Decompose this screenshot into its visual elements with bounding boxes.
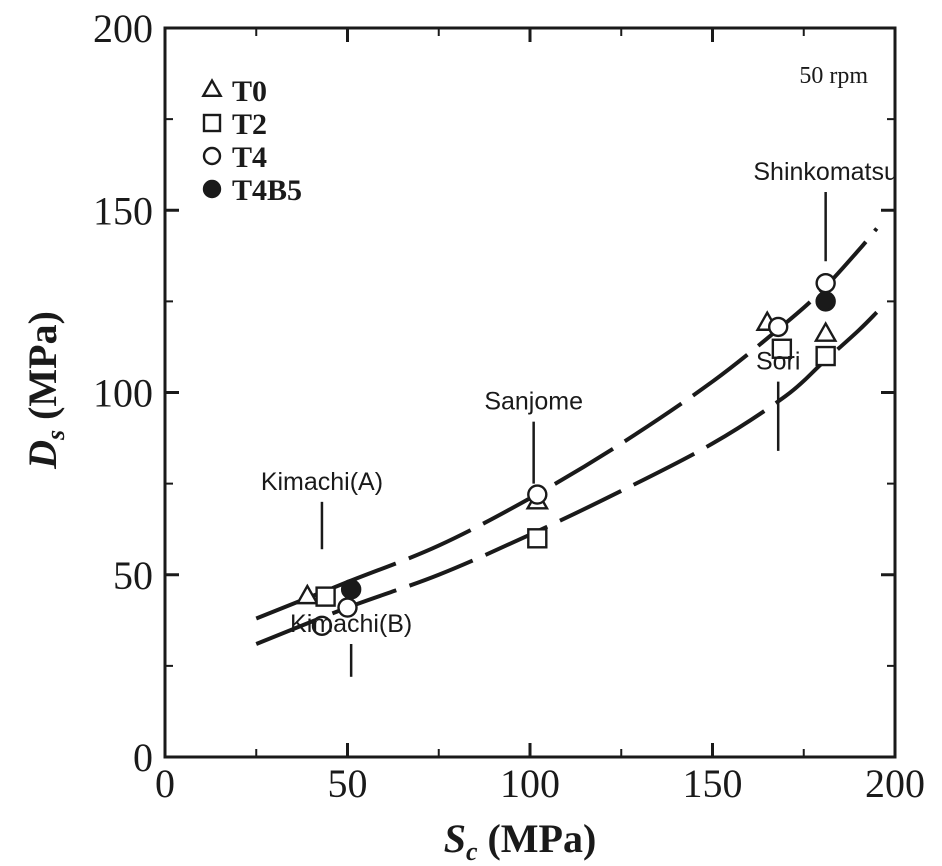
- point-t4: [815, 272, 836, 294]
- ticks-layer: 0 50 100 150 200 0 50 100 150 200: [93, 6, 925, 806]
- point-t2: [771, 338, 793, 359]
- point-t2: [527, 528, 548, 549]
- point-t0: [813, 321, 838, 342]
- lower-fit-curve: [255, 310, 879, 646]
- point-t4b5: [815, 291, 836, 312]
- legend-marker-t0: [201, 78, 223, 97]
- annotation-shinkomatsu: Shinkomatsu: [753, 158, 898, 186]
- x-tick-label: 50: [328, 761, 368, 806]
- point-t4: [768, 316, 789, 338]
- point-t4b5: [340, 579, 362, 600]
- y-axis-title-symbol: D: [20, 440, 65, 470]
- y-axis-title-subscript: s: [41, 430, 70, 441]
- point-t2: [315, 586, 336, 607]
- upper-fit-curve: [255, 227, 879, 621]
- annotation-kimachi-b: Kimachi(B): [290, 610, 412, 638]
- x-axis-title-subscript: c: [466, 837, 478, 866]
- legend-marker-t4: [202, 146, 222, 166]
- y-tick-label: 50: [113, 553, 153, 598]
- x-tick-label: 150: [683, 761, 743, 806]
- x-tick-label: 200: [865, 761, 925, 806]
- points-layer: [295, 272, 838, 636]
- condition-label: 50 rpm: [799, 63, 868, 89]
- legend-label-t2: T2: [232, 108, 267, 141]
- x-axis-title-symbol: S: [444, 816, 466, 861]
- legend-label-t4: T4: [232, 141, 267, 174]
- leaders-layer: [320, 192, 827, 677]
- annot-layer: Kimachi(A) Kimachi(B) Sanjome Shinkomatsu So…: [261, 158, 898, 638]
- y-axis-title: Ds (MPa): [20, 311, 70, 470]
- annotation-sori: Sori: [756, 348, 800, 376]
- legend-label-t4b5: T4B5: [232, 174, 302, 207]
- point-t0: [295, 583, 320, 605]
- x-tick-label: 100: [500, 761, 560, 806]
- legend-label-t0: T0: [232, 75, 267, 108]
- x-axis-title-unit: (MPa): [487, 816, 596, 861]
- annotation-kimachi-a: Kimachi(A): [261, 468, 383, 496]
- x-tick-label: 0: [155, 761, 175, 806]
- annotation-sanjome: Sanjome: [484, 388, 583, 416]
- point-t2: [815, 345, 836, 367]
- point-t4: [527, 484, 548, 505]
- y-tick-label: 150: [93, 188, 153, 233]
- x-axis-title: Sc (MPa): [444, 816, 597, 866]
- plot-frame: [163, 26, 897, 759]
- y-tick-label: 0: [133, 735, 153, 780]
- legend-marker-t2: [202, 113, 222, 133]
- point-t4: [311, 615, 333, 636]
- y-tick-label: 200: [93, 6, 153, 51]
- y-tick-label: 100: [93, 371, 153, 416]
- legend-marker-t4b5: [202, 179, 222, 199]
- y-axis-title-unit: (MPa): [20, 311, 65, 420]
